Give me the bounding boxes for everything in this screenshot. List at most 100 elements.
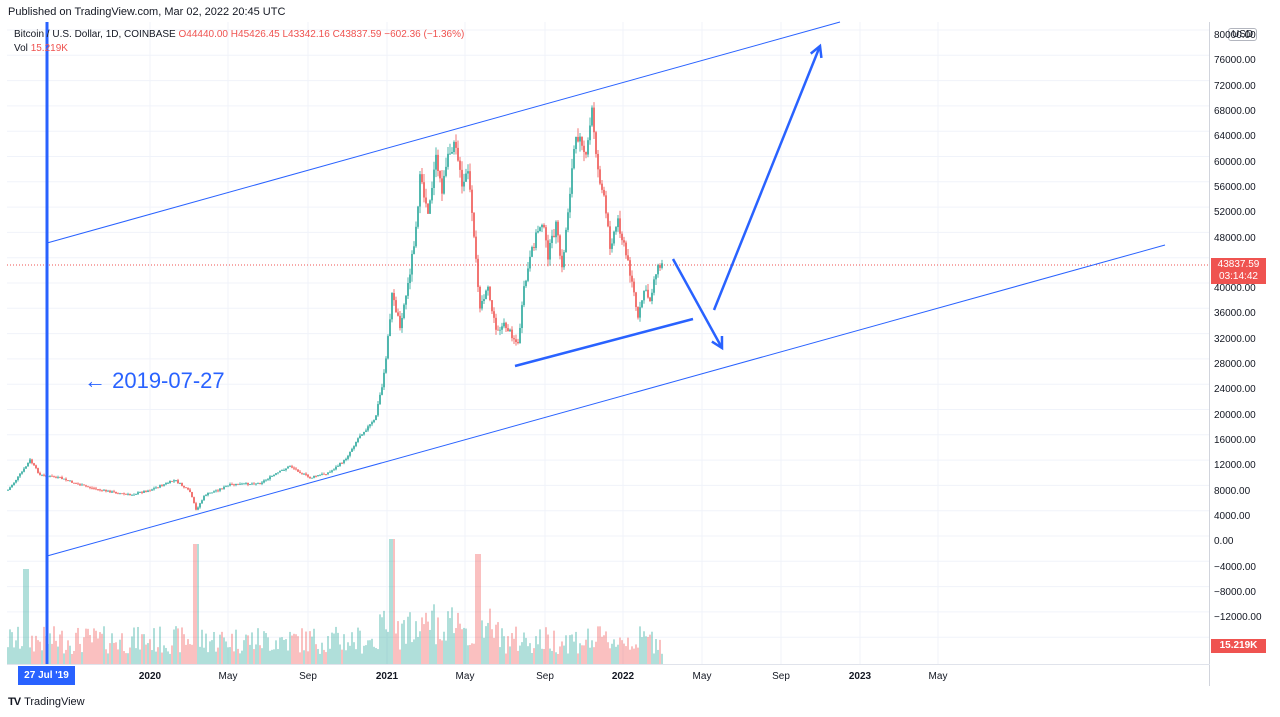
candle-body [175, 480, 177, 481]
candle-body [137, 492, 139, 495]
volume-bar [309, 631, 311, 664]
candle-body [511, 329, 513, 339]
volume-legend[interactable]: Vol 15.219K [14, 43, 68, 54]
candle-body [309, 476, 311, 479]
volume-bar [523, 632, 525, 664]
volume-bar [223, 637, 225, 664]
volume-bar [121, 633, 123, 664]
candle-body [109, 490, 111, 493]
candle-body [595, 132, 597, 154]
volume-bar [95, 630, 97, 664]
volume-bar [391, 539, 393, 664]
volume-bar [99, 632, 101, 664]
symbol-legend[interactable]: Bitcoin / U.S. Dollar, 1D, COINBASE O444… [14, 29, 464, 40]
volume-bar [277, 649, 279, 664]
candle-body [305, 473, 307, 475]
volume-bar [265, 632, 267, 664]
candle-body [559, 235, 561, 256]
volume-bar [31, 635, 33, 664]
candle-body [615, 227, 617, 232]
volume-bar [7, 647, 9, 664]
candle-body [637, 307, 639, 318]
cursor-date-badge: 27 Jul '19 [18, 666, 75, 685]
candle-body [479, 286, 481, 309]
volume-bar [559, 646, 561, 664]
candle-body [345, 458, 347, 461]
volume-bar [111, 633, 113, 664]
candle-body [447, 153, 449, 167]
channel-upper-line [46, 21, 841, 244]
volume-bar [607, 642, 609, 664]
volume-bar [503, 636, 505, 664]
candle-body [91, 487, 93, 489]
price-tick-label: 56000.00 [1214, 182, 1256, 193]
volume-bar [459, 623, 461, 664]
volume-bar [35, 635, 37, 664]
candle-body [273, 474, 275, 477]
candle-body [549, 242, 551, 260]
candle-body [217, 490, 219, 492]
candle-body [495, 317, 497, 330]
date-annotation[interactable]: ← 2019-07-27 [84, 368, 225, 393]
volume-bar [33, 651, 35, 664]
candle-body [215, 490, 217, 492]
candle-body [193, 497, 195, 504]
candle-body [185, 487, 187, 489]
tradingview-logo[interactable]: TV TradingView [8, 696, 85, 708]
volume-bar [135, 648, 137, 664]
up-arrow [712, 45, 822, 311]
volume-bar [445, 640, 447, 664]
volume-bar [177, 628, 179, 664]
symbol-name: Bitcoin / U.S. Dollar, 1D, COINBASE [14, 29, 176, 40]
volume-bar [185, 644, 187, 664]
volume-bar [647, 636, 649, 664]
legend-high: H45426.45 [230, 29, 280, 40]
volume-bar [393, 539, 395, 664]
candle-body [123, 493, 125, 495]
volume-bar [27, 569, 29, 664]
candle-body [485, 290, 487, 300]
currency-button[interactable]: USD [1228, 28, 1258, 41]
volume-bar [227, 647, 229, 664]
time-tick-label: May [928, 671, 948, 682]
legend-change: −602.36 (−1.36%) [384, 29, 465, 40]
volume-bar [377, 649, 379, 664]
candle-body [457, 147, 459, 161]
volume-bar [541, 648, 543, 664]
volume-bar [525, 637, 527, 664]
candle-body [629, 260, 631, 276]
candle-body [435, 154, 437, 170]
candle-body [453, 141, 455, 153]
candle-body [155, 487, 157, 489]
volume-bar [603, 635, 605, 664]
volume-bar [263, 631, 265, 664]
candle-body [259, 482, 261, 484]
volume-bar [161, 652, 163, 664]
volume-bar [281, 637, 283, 664]
volume-bar [287, 650, 289, 664]
candle-body [281, 470, 283, 471]
candle-body [487, 286, 489, 291]
volume-bar [313, 628, 315, 664]
volume-label: Vol [14, 43, 28, 54]
candle-body [351, 448, 353, 452]
candle-body [645, 289, 647, 291]
candle-body [503, 322, 505, 327]
volume-bar [323, 649, 325, 664]
candle-body [171, 481, 173, 482]
candle-body [403, 304, 405, 319]
volume-bar [457, 612, 459, 664]
volume-bar [353, 642, 355, 664]
volume-bar [483, 637, 485, 664]
volume-bar [455, 628, 457, 664]
candle-body [653, 279, 655, 293]
candle-body [529, 256, 531, 269]
volume-bar [635, 644, 637, 664]
candle-body [243, 483, 245, 485]
candle-body [33, 463, 35, 466]
candle-body [209, 492, 211, 494]
candle-body [437, 154, 439, 171]
volume-bar [349, 645, 351, 664]
volume-bar [199, 646, 201, 664]
